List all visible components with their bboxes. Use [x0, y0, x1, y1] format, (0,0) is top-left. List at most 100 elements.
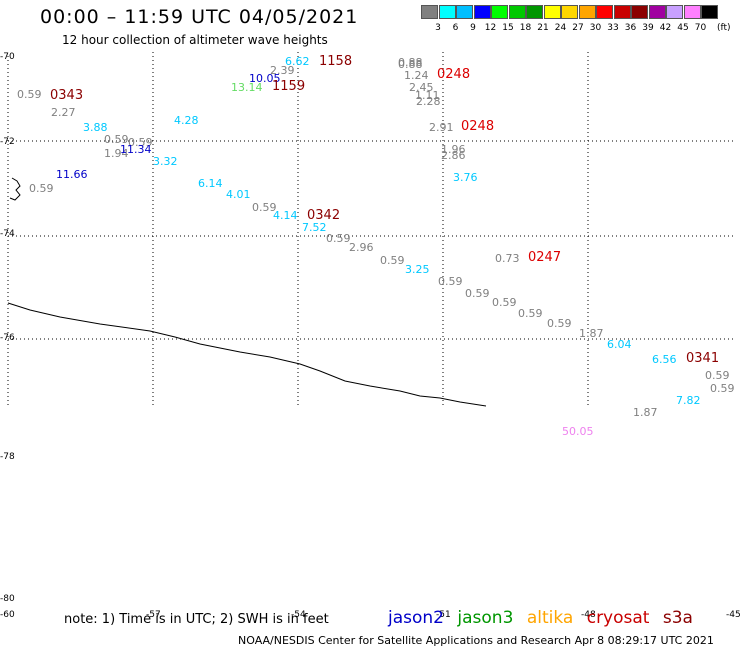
wave-height-label: 3.25 [405, 263, 430, 276]
color-swatch [508, 5, 526, 19]
wave-height-label: 11.66 [56, 168, 88, 181]
pass-time-label: 0341 [686, 351, 720, 366]
color-swatch [578, 5, 596, 19]
color-swatch [648, 5, 666, 19]
coastline [7, 302, 487, 407]
color-scale-label: 9 [470, 23, 476, 33]
color-swatch [526, 5, 543, 19]
latitude-label: -70 [0, 52, 15, 62]
wave-height-label: 11.34 [120, 143, 152, 156]
pass-time-label: 0343 [50, 88, 84, 103]
longitude-label: -60 [0, 610, 15, 620]
wave-height-label: 2.28 [416, 95, 441, 108]
wave-height-label: 0.59 [710, 382, 735, 395]
color-swatch [456, 5, 473, 19]
satellite-cryosat-label: cryosat [586, 608, 650, 628]
wave-height-label: 0.59 [438, 275, 463, 288]
pass-time-label: 0247 [528, 250, 562, 265]
longitude-label: -45 [726, 610, 740, 620]
wave-height-label: 13.14 [231, 81, 263, 94]
credit-line: NOAA/NESDIS Center for Satellite Applica… [238, 634, 714, 647]
color-scale-label: 12 [484, 23, 497, 33]
pass-time-label: 1159 [272, 79, 306, 94]
wave-height-label: 4.01 [226, 188, 251, 201]
pass-time-label: 0342 [307, 208, 341, 223]
wave-height-label: 0.59 [465, 287, 490, 300]
latitude-label: -74 [0, 229, 15, 239]
wave-height-label: 6.14 [198, 177, 223, 190]
color-scale-label: 24 [554, 23, 567, 33]
color-swatch [666, 5, 683, 19]
graticule [8, 52, 735, 405]
color-swatch [473, 5, 491, 19]
wave-height-label: 3.88 [83, 121, 108, 134]
color-scale-label: 30 [589, 23, 602, 33]
color-swatch [543, 5, 561, 19]
wave-height-label: 0.59 [252, 201, 277, 214]
wave-height-label: 0.59 [705, 369, 730, 382]
longitude-label: -48 [581, 610, 596, 620]
wave-height-label: 0.59 [326, 232, 351, 245]
map-title: 00:00 – 11:59 UTC 04/05/2021 [40, 6, 359, 28]
pass-time-label: 0248 [461, 119, 495, 134]
wave-height-label: 0.88 [398, 56, 423, 69]
wave-height-label: 0.88 [398, 58, 423, 71]
color-swatch [438, 5, 456, 19]
wave-height-label: 2.91 [429, 121, 454, 134]
wave-height-label: 0.73 [495, 252, 520, 265]
satellite-jason2-label: jason2 [388, 608, 444, 628]
latitude-label: -80 [0, 594, 15, 604]
wave-height-label: 7.52 [302, 221, 327, 234]
color-scale-label: 42 [659, 23, 672, 33]
wave-height-label: 2.86 [441, 149, 466, 162]
wave-height-label: 1.96 [441, 143, 466, 156]
wave-height-label: 1.87 [633, 406, 658, 419]
color-scale-label: 18 [519, 23, 532, 33]
color-scale-label: 21 [537, 23, 549, 33]
wave-height-label: 4.28 [174, 114, 199, 127]
wave-height-label: 0.59 [492, 296, 517, 309]
wave-height-label: 0.59 [380, 254, 405, 267]
wave-height-label: 6.04 [607, 338, 632, 351]
wave-height-label: 6.62 [285, 55, 310, 68]
wave-height-label: 0.59 [29, 182, 54, 195]
wave-height-label: 4.14 [273, 209, 298, 222]
pass-time-label: 1158 [319, 54, 353, 69]
wave-height-label: 0.59 [128, 136, 153, 149]
wave-height-label: 50.05 [562, 425, 594, 438]
color-swatch [491, 5, 508, 19]
longitude-label: -51 [436, 610, 451, 620]
color-swatch [683, 5, 701, 19]
color-swatch [631, 5, 648, 19]
wave-height-label: 0.59 [104, 133, 129, 146]
color-swatch [613, 5, 631, 19]
satellite-altika-label: altika [526, 608, 574, 628]
wave-height-label: 6.56 [652, 353, 677, 366]
wave-height-label: 1.24 [404, 69, 429, 82]
wave-height-label: 0.59 [547, 317, 572, 330]
wave-height-label: 0.59 [17, 88, 42, 101]
color-swatch [561, 5, 578, 19]
color-scale-label: 45 [677, 23, 689, 33]
map-subtitle: 12 hour collection of altimeter wave hei… [62, 33, 328, 47]
wave-height-label: 2.96 [349, 241, 374, 254]
wave-height-label: 3.32 [153, 155, 178, 168]
color-scale-label: 27 [572, 23, 584, 33]
color-swatch [701, 5, 718, 19]
latitude-label: -76 [0, 333, 15, 343]
wave-height-label: 1.94 [104, 147, 129, 160]
island-outline [9, 177, 21, 201]
satellite-jason3-label: jason3 [457, 608, 514, 628]
latitude-label: -72 [0, 137, 15, 147]
color-scale-label: 39 [642, 23, 654, 33]
wave-height-label: 2.39 [270, 64, 295, 77]
satellite-legend: jason2 jason3 altika cryosat s3a [388, 608, 701, 628]
color-scale-label: 15 [502, 23, 514, 33]
wave-height-label: 2.27 [51, 106, 76, 119]
wave-height-label: 10.05 [249, 72, 281, 85]
color-scale-label: 36 [624, 23, 637, 33]
wave-height-label: 3.76 [453, 171, 478, 184]
wave-height-label: 7.82 [676, 394, 701, 407]
pass-time-label: 0248 [437, 67, 471, 82]
